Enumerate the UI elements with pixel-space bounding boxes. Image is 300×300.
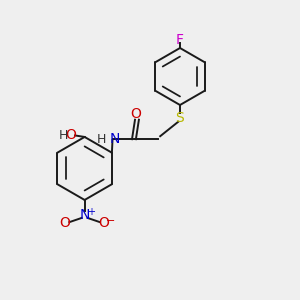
Text: O: O bbox=[130, 107, 141, 121]
Text: O: O bbox=[60, 216, 70, 230]
Text: +: + bbox=[87, 207, 94, 217]
Text: −: − bbox=[105, 216, 115, 226]
Text: S: S bbox=[176, 111, 184, 124]
Text: H: H bbox=[58, 129, 68, 142]
Text: O: O bbox=[65, 128, 76, 142]
Text: O: O bbox=[99, 216, 110, 230]
Text: F: F bbox=[176, 33, 184, 46]
Text: N: N bbox=[110, 132, 120, 146]
Text: N: N bbox=[80, 208, 90, 222]
Text: H: H bbox=[97, 133, 106, 146]
